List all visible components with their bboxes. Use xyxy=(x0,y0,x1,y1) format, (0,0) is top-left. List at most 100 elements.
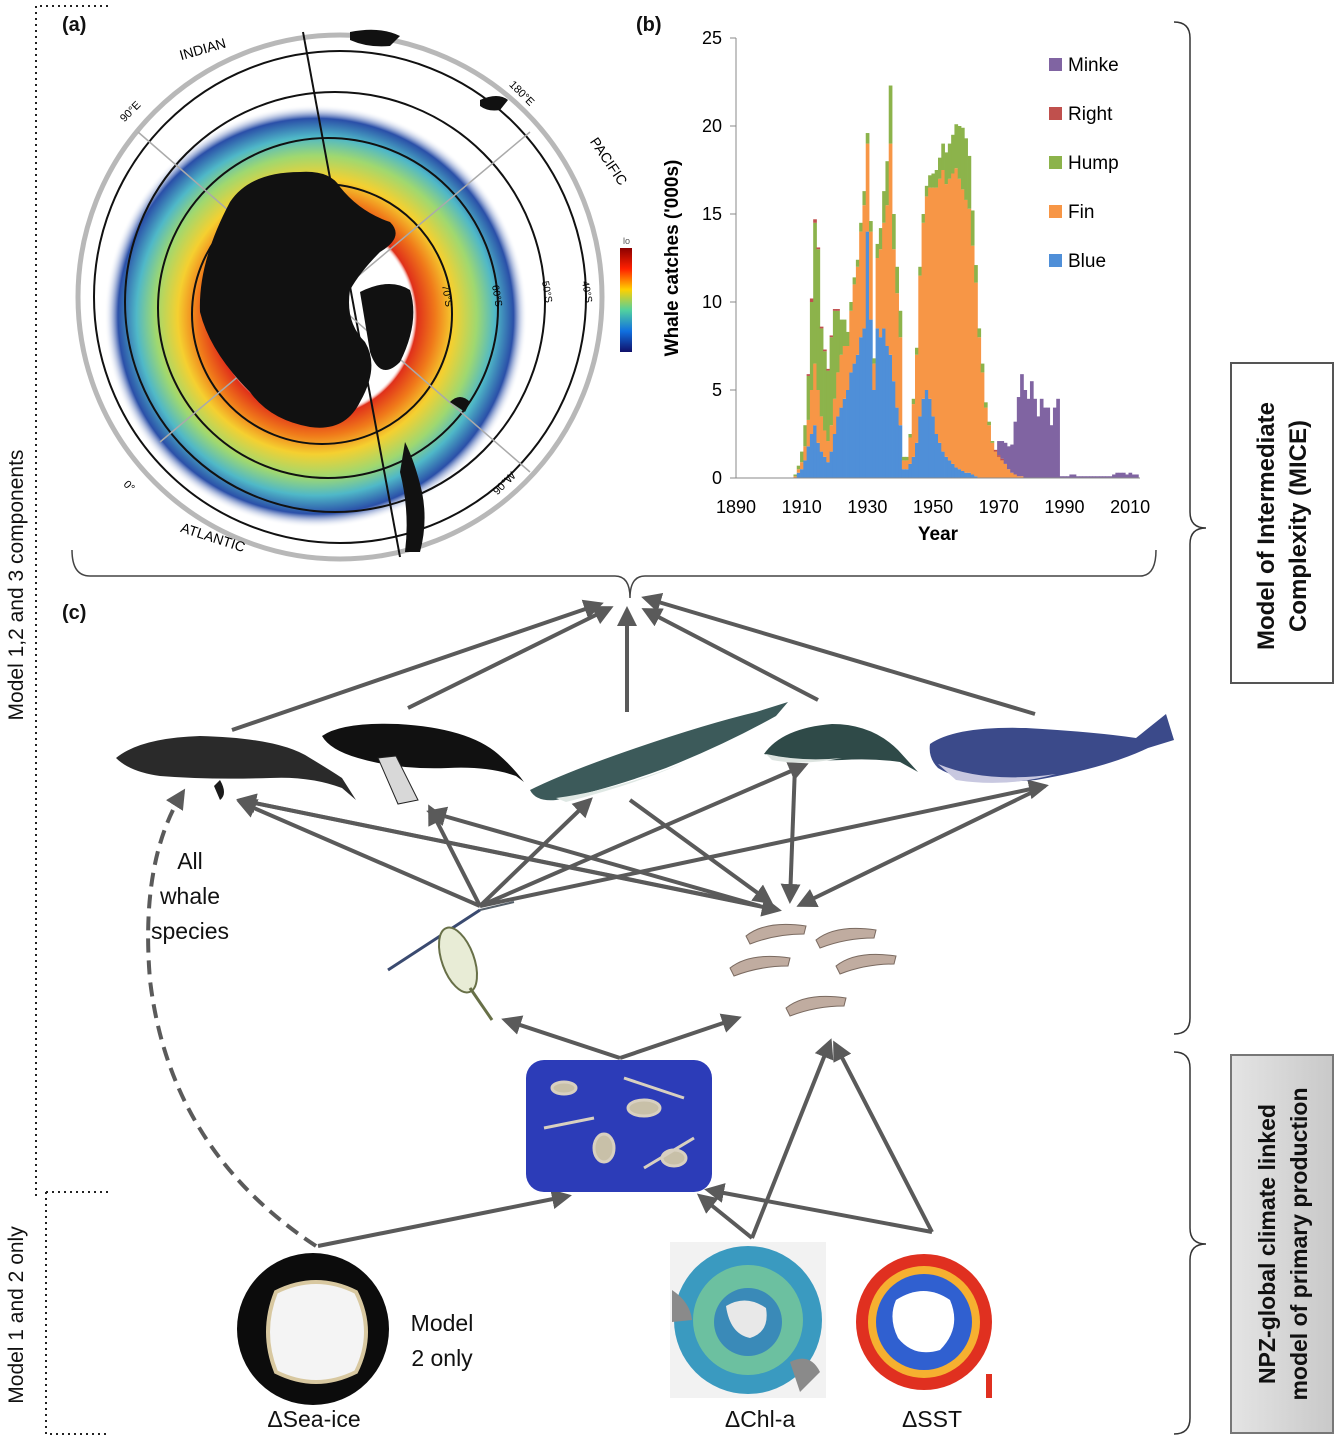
sea-ice-dashed-arrow xyxy=(146,788,318,1248)
bar-hump-1964 xyxy=(977,328,982,338)
south-america xyxy=(400,442,425,552)
bar-blue-1950 xyxy=(931,416,936,478)
npz-box: NPZ-global climate linked model of prima… xyxy=(1230,1054,1334,1434)
bar-hump-1934 xyxy=(878,228,883,250)
bar-right-1914 xyxy=(813,219,817,223)
bar-hump-1933 xyxy=(875,243,880,258)
bar-blue-1936 xyxy=(885,346,890,478)
bar-blue-1919 xyxy=(829,451,834,478)
bar-blue-1939 xyxy=(895,407,899,478)
y-tick-label: 25 xyxy=(702,28,722,48)
bar-hump-1935 xyxy=(882,191,886,223)
x-tick-label: 1990 xyxy=(1044,497,1084,517)
y-tick-label: 0 xyxy=(712,468,722,488)
bar-fin-1975 xyxy=(1013,474,1018,478)
bar-blue-1935 xyxy=(882,328,886,478)
bar-fin-1955 xyxy=(947,178,952,461)
bar-blue-1959 xyxy=(960,470,965,478)
bar-minke-2002 xyxy=(1102,476,1106,478)
panel-label-b: (b) xyxy=(636,14,662,36)
bar-minke-1970 xyxy=(997,441,1001,456)
label-sea-ice: ΔSea-ice xyxy=(267,1406,361,1432)
bar-hump-1957 xyxy=(954,124,959,169)
bar-blue-1923 xyxy=(842,398,847,478)
legend-label-minke: Minke xyxy=(1068,55,1119,76)
bar-blue-1917 xyxy=(823,456,827,478)
bar-fin-1951 xyxy=(934,187,939,434)
y-axis: 0 5 10 15 20 25 xyxy=(702,28,736,488)
bar-minke-1998 xyxy=(1089,476,1093,478)
bar-hump-1961 xyxy=(967,155,972,209)
bar-blue-1948 xyxy=(924,390,929,478)
bar-hump-1949 xyxy=(928,175,932,188)
bar-fin-1918 xyxy=(826,441,831,463)
bar-minke-1987 xyxy=(1052,407,1057,478)
bar-hump-1959 xyxy=(960,127,965,190)
bar-hump-1919 xyxy=(829,337,834,426)
bar-fin-1926 xyxy=(852,284,857,364)
bar-minke-1978 xyxy=(1023,390,1028,478)
bar-fin-1971 xyxy=(1000,460,1005,478)
bar-minke-1985 xyxy=(1046,407,1051,478)
bar-fin-1917 xyxy=(823,430,827,457)
bar-fin-1929 xyxy=(862,205,867,329)
bar-hump-1926 xyxy=(852,277,857,285)
bar-fin-1957 xyxy=(954,168,959,468)
bar-fin-1961 xyxy=(967,208,972,473)
bar-fin-1915 xyxy=(816,390,821,443)
chart-bars xyxy=(793,85,1139,478)
bar-fin-1925 xyxy=(849,310,854,373)
bar-right-1971 xyxy=(1000,458,1005,461)
bar-fin-1927 xyxy=(855,266,860,355)
bar-right-1970 xyxy=(997,455,1001,457)
bar-blue-1914 xyxy=(813,425,817,478)
sst-map xyxy=(856,1254,992,1398)
bar-blue-1934 xyxy=(878,337,883,478)
bar-fin-1922 xyxy=(839,354,844,408)
bar-minke-1995 xyxy=(1079,476,1083,478)
bar-hump-1909 xyxy=(796,465,801,470)
bar-fin-1954 xyxy=(944,184,949,457)
panel-label-a: (a) xyxy=(62,14,87,36)
bar-minke-1972 xyxy=(1003,442,1008,464)
bar-minke-1976 xyxy=(1016,397,1021,477)
bar-hump-1942 xyxy=(905,456,909,461)
bar-blue-1912 xyxy=(806,446,811,478)
bar-hump-1948 xyxy=(924,185,929,197)
bar-hump-1941 xyxy=(901,456,906,461)
bar-minke-2007 xyxy=(1118,472,1123,478)
bar-right-1913 xyxy=(809,298,814,302)
polar-map: INDIAN PACIFIC ATLANTIC 90°E 180°E 90°W … xyxy=(75,29,632,562)
bar-blue-1949 xyxy=(928,398,932,478)
bar-hump-1968 xyxy=(990,441,995,443)
bar-fin-1964 xyxy=(977,337,982,478)
bar-fin-1911 xyxy=(803,446,808,461)
bar-minke-1982 xyxy=(1036,416,1041,478)
bar-blue-1961 xyxy=(967,472,972,478)
bar-hump-1944 xyxy=(911,398,916,405)
label-sst: ΔSST xyxy=(901,1406,963,1432)
bar-hump-1967 xyxy=(987,421,991,426)
fin-whale xyxy=(530,702,788,802)
bar-hump-1925 xyxy=(849,302,854,311)
bar-hump-1915 xyxy=(816,249,821,390)
blue-whale xyxy=(929,714,1174,783)
bar-fin-1963 xyxy=(974,282,978,477)
bar-fin-1962 xyxy=(970,245,975,475)
chl-a-map xyxy=(670,1242,826,1398)
y-tick-label: 10 xyxy=(702,292,722,312)
bar-hump-1950 xyxy=(931,173,936,188)
bar-minke-1997 xyxy=(1085,476,1090,478)
bar-fin-1916 xyxy=(819,416,824,452)
bar-hump-1940 xyxy=(898,310,903,338)
bar-blue-1928 xyxy=(859,337,863,478)
copepod xyxy=(387,901,515,1021)
bar-right-1916 xyxy=(819,326,824,329)
legend-label-blue: Blue xyxy=(1068,251,1106,272)
bar-blue-1918 xyxy=(826,462,831,478)
x-tick-label: 1930 xyxy=(847,497,887,517)
bar-fin-1974 xyxy=(1010,472,1014,478)
bar-minke-1991 xyxy=(1066,476,1070,478)
bar-minke-1977 xyxy=(1020,374,1024,477)
